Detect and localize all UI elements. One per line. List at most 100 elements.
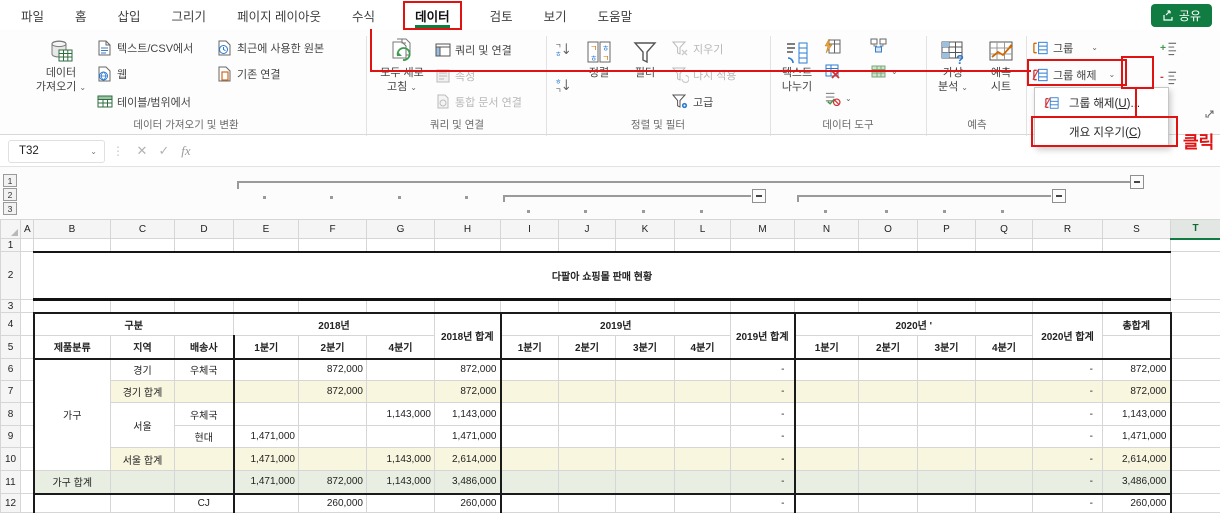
header-q[interactable]: 4분기 (366, 335, 435, 360)
header-2018[interactable]: 2018년 (233, 311, 435, 336)
cell[interactable] (975, 380, 1033, 403)
cell[interactable] (1170, 470, 1220, 494)
cell[interactable] (174, 380, 235, 403)
cell[interactable]: 1,471,000 (434, 425, 502, 448)
cell[interactable] (975, 358, 1033, 381)
cell[interactable] (794, 380, 859, 403)
cell[interactable]: 1,143,000 (434, 402, 502, 426)
cell[interactable] (20, 238, 34, 252)
cell[interactable]: 1,471,000 (233, 447, 299, 471)
row-header-3[interactable]: 3 (0, 299, 21, 313)
cell[interactable] (20, 380, 34, 403)
tab-data[interactable]: 데이터 (403, 0, 462, 30)
sheet-title-cell[interactable]: 다팔아 쇼핑몰 판매 현황 (33, 250, 1171, 301)
cell[interactable] (233, 493, 299, 513)
cell[interactable] (500, 380, 559, 403)
cell[interactable] (558, 447, 616, 471)
cell[interactable]: 872,000 (1102, 380, 1172, 403)
col-header-H[interactable]: H (434, 219, 501, 239)
cell[interactable] (500, 402, 559, 426)
cell[interactable] (794, 402, 859, 426)
cell[interactable] (110, 299, 175, 313)
cell[interactable] (917, 380, 976, 403)
cell[interactable] (1170, 493, 1220, 513)
col-header-A[interactable]: A (20, 219, 34, 239)
cell[interactable] (615, 447, 675, 471)
header-q[interactable]: 1분기 (500, 335, 559, 360)
cell[interactable] (858, 299, 918, 313)
tab-file[interactable]: 파일 (21, 9, 45, 24)
cell[interactable]: 2,614,000 (1102, 447, 1172, 471)
cell[interactable] (558, 470, 616, 495)
cell[interactable] (917, 470, 976, 495)
header-q[interactable]: 3분기 (917, 335, 976, 360)
cell[interactable] (615, 470, 675, 495)
clear-filter-button[interactable]: 지우기 (672, 40, 723, 57)
cell[interactable]: - (730, 358, 796, 381)
cell[interactable] (366, 358, 435, 381)
header-q[interactable]: 4분기 (975, 335, 1033, 360)
tab-view[interactable]: 보기 (543, 9, 567, 24)
cell[interactable] (1170, 402, 1220, 426)
from-text-csv-button[interactable]: 텍스트/CSV에서 (96, 39, 193, 56)
cell[interactable] (615, 358, 675, 381)
cell[interactable] (615, 380, 675, 403)
cell[interactable] (730, 238, 795, 252)
cell[interactable] (500, 470, 559, 495)
header-q[interactable]: 2분기 (558, 335, 616, 360)
cell[interactable] (500, 238, 559, 252)
cell[interactable] (558, 402, 616, 426)
tab-formulas[interactable]: 수식 (352, 9, 376, 24)
cell[interactable]: CJ (174, 493, 235, 513)
cell[interactable] (298, 238, 367, 252)
col-header-Q[interactable]: Q (975, 219, 1033, 239)
cell[interactable]: - (1032, 447, 1103, 471)
cell[interactable] (1102, 299, 1171, 313)
header-shipper[interactable]: 배송사 (174, 335, 235, 360)
header-2018-total[interactable]: 2018년 합계 (434, 311, 502, 360)
ungroup-button[interactable]: 그룹 해제 ⌄ (1032, 66, 1115, 83)
header-2019-total[interactable]: 2019년 합계 (730, 311, 796, 360)
cell[interactable] (917, 299, 976, 313)
cell[interactable] (233, 380, 299, 403)
col-header-L[interactable]: L (674, 219, 731, 239)
header-2020[interactable]: 2020년 ' (794, 311, 1033, 336)
cell[interactable] (366, 493, 435, 513)
collapse-group-button[interactable] (1052, 189, 1066, 203)
cell[interactable] (858, 402, 918, 426)
col-header-P[interactable]: P (917, 219, 976, 239)
properties-button[interactable]: 속성 (434, 67, 475, 84)
cell[interactable] (615, 299, 675, 313)
cell[interactable] (1032, 238, 1103, 252)
cell[interactable] (558, 425, 616, 448)
cell[interactable] (558, 299, 616, 313)
cell[interactable] (1102, 335, 1172, 360)
cell[interactable] (233, 402, 299, 426)
header-2020-total[interactable]: 2020년 합계 (1032, 311, 1103, 360)
header-q[interactable]: 4분기 (674, 335, 731, 360)
select-all-corner[interactable] (0, 219, 21, 239)
cell[interactable] (174, 447, 235, 471)
header-grand-total[interactable]: 총합계 (1102, 311, 1172, 336)
cell[interactable]: - (1032, 380, 1103, 403)
collapse-group-button[interactable] (752, 189, 766, 203)
queries-connections-button[interactable]: 쿼리 및 연결 (434, 41, 512, 58)
cell[interactable] (858, 493, 918, 513)
recent-sources-button[interactable]: 최근에 사용한 원본 (216, 39, 324, 56)
header-q[interactable]: 2분기 (298, 335, 367, 360)
header-q[interactable]: 1분기 (233, 335, 299, 360)
row-header-6[interactable]: 6 (0, 358, 21, 381)
cell[interactable] (20, 402, 34, 426)
cell[interactable]: 872,000 (298, 470, 367, 495)
cell[interactable] (366, 380, 435, 403)
cell[interactable] (558, 380, 616, 403)
cell[interactable] (1170, 447, 1220, 471)
cell[interactable]: - (1032, 425, 1103, 448)
collapse-group-button[interactable] (1130, 175, 1144, 189)
cell[interactable] (674, 380, 731, 403)
header-region[interactable]: 지역 (110, 335, 175, 360)
cell[interactable] (858, 380, 918, 403)
cell-region-subtotal[interactable]: 서울 합계 (110, 447, 175, 471)
cell[interactable] (20, 425, 34, 448)
cell[interactable]: - (730, 447, 796, 471)
